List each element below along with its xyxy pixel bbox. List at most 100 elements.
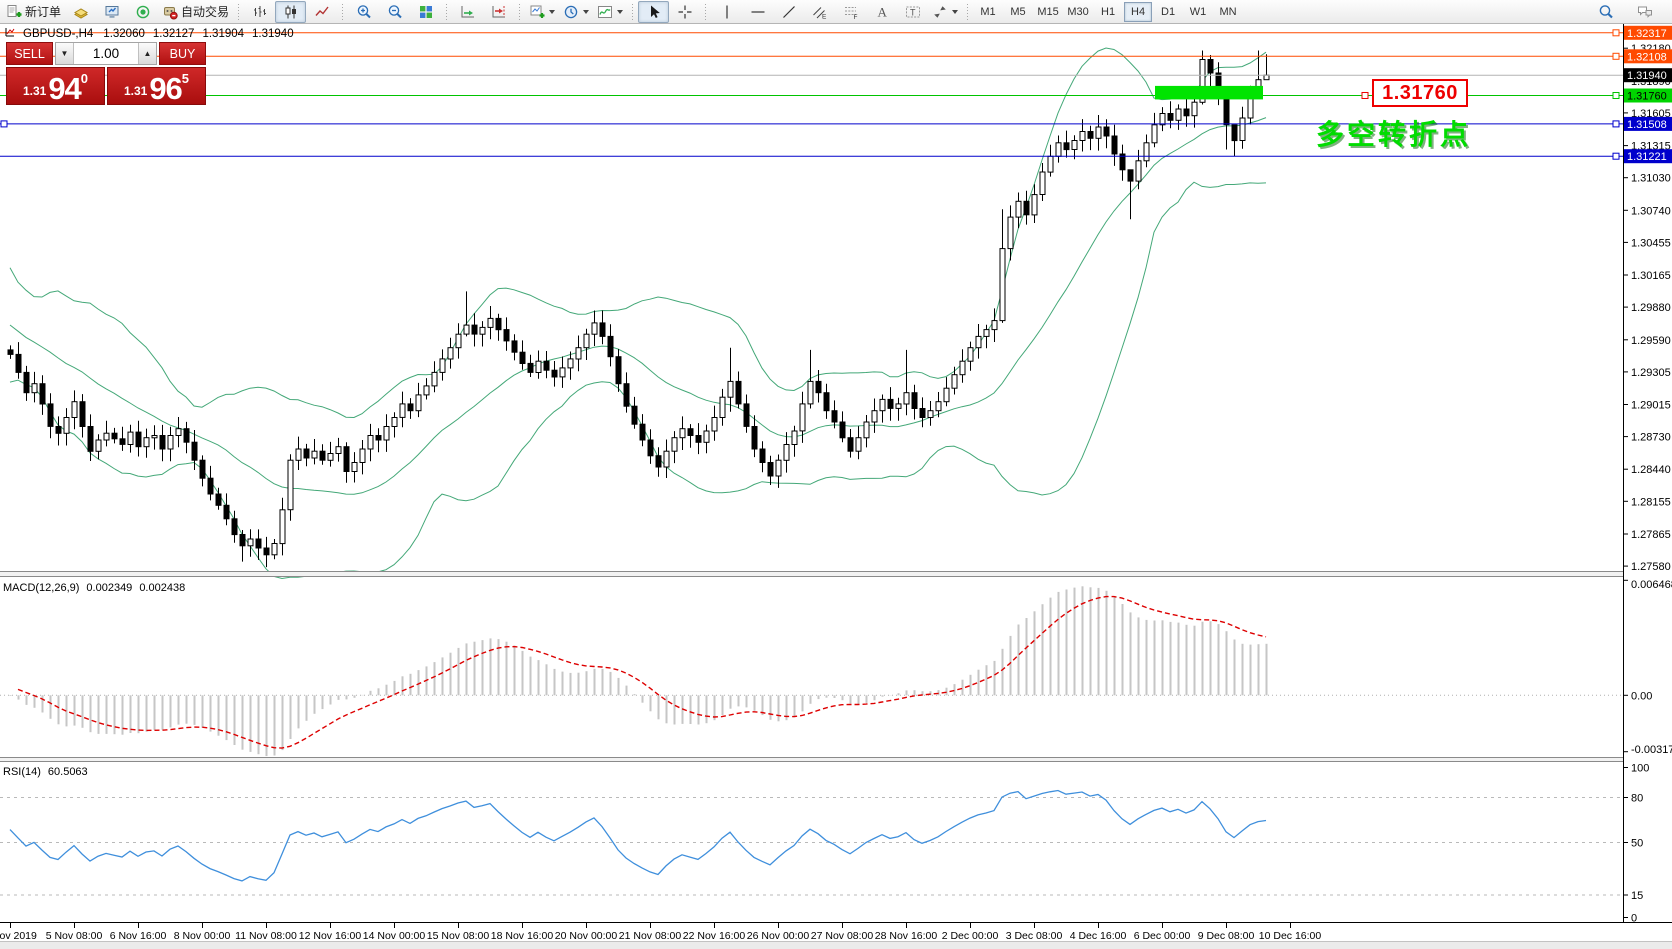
bull-candle: [279, 509, 286, 545]
hline-1.31221[interactable]: [0, 152, 1623, 160]
auto-trading-button[interactable]: 自动交易: [158, 1, 233, 23]
profiles-button[interactable]: [559, 1, 593, 23]
bear-candle: [847, 437, 854, 452]
price-level-label[interactable]: 1.31760: [1372, 79, 1468, 107]
zoom-out-button[interactable]: [379, 1, 410, 23]
candlestick-mode-button[interactable]: [275, 0, 307, 23]
sell-price-display[interactable]: 1.31 94 0: [6, 67, 105, 105]
bull-candle: [1143, 142, 1150, 162]
trend-line-button[interactable]: [773, 1, 804, 23]
new-order-button[interactable]: 新订单: [2, 1, 65, 23]
price-flag-handle[interactable]: [1361, 91, 1369, 99]
indicators-button[interactable]: [593, 1, 627, 23]
volume-increase-button[interactable]: ▲: [138, 43, 156, 64]
bear-candle: [815, 380, 822, 394]
price-badge-1.32108[interactable]: 1.32108: [1624, 49, 1672, 63]
buy-button[interactable]: BUY: [159, 42, 206, 65]
journal-button[interactable]: [65, 1, 96, 23]
ohlc-close: 1.31940: [252, 27, 294, 40]
bar-chart-mode-button[interactable]: [244, 1, 275, 23]
bull-candle: [311, 450, 318, 459]
chart-symbol-period: GBPUSD-,H4: [23, 27, 94, 40]
bull-candle: [1071, 140, 1078, 150]
bear-candle: [831, 410, 838, 423]
profiles-icon: [564, 5, 578, 18]
volume-field[interactable]: 1.00: [92, 46, 120, 61]
equidistant-channel-button[interactable]: E: [804, 1, 835, 23]
bear-candle: [239, 534, 246, 547]
hline-1.32108[interactable]: [0, 52, 1623, 60]
chat-button[interactable]: [1629, 1, 1660, 23]
bull-candle: [1135, 160, 1142, 182]
sell-button[interactable]: SELL: [6, 42, 53, 65]
vertical-line-button[interactable]: [711, 1, 742, 23]
arrows-button[interactable]: [928, 1, 962, 23]
volume-decrease-button[interactable]: ▼: [56, 43, 74, 64]
chart-shift-button[interactable]: [483, 1, 514, 23]
price-badge-1.31508[interactable]: 1.31508: [1624, 116, 1672, 131]
hline-1.31508[interactable]: [0, 120, 1623, 128]
new-chart-button[interactable]: [525, 1, 559, 23]
bear-candle: [1183, 108, 1190, 117]
time-axis[interactable]: 4 Nov 2019 5 Nov 08:00 6 Nov 16:00 8 Nov 00…: [0, 922, 1672, 949]
candlesticks: [7, 50, 1270, 568]
price-badge-1.31760[interactable]: 1.31760: [1624, 88, 1672, 103]
bear-candle: [1023, 200, 1030, 216]
tile-windows-button[interactable]: [410, 1, 441, 23]
zoom-in-button[interactable]: [348, 1, 379, 23]
turning-point-annotation[interactable]: 多空转折点: [1316, 119, 1472, 150]
svg-text:A: A: [877, 4, 887, 19]
hline-1.32317[interactable]: [0, 29, 1623, 37]
bear-candle: [647, 439, 654, 457]
price-badge-1.31221[interactable]: 1.31221: [1624, 149, 1672, 164]
timeframe-d1-button[interactable]: D1: [1161, 5, 1176, 18]
bear-candle: [1207, 59, 1214, 74]
timeframe-mn-button[interactable]: MN: [1219, 5, 1237, 18]
auto-scroll-button[interactable]: [452, 1, 483, 23]
timeframe-h1-button[interactable]: H1: [1101, 5, 1116, 18]
pane-splitter[interactable]: [0, 571, 1672, 577]
hline-1.31760[interactable]: [0, 92, 1623, 99]
timeframe-w1-button[interactable]: W1: [1189, 5, 1207, 18]
bear-candle: [375, 435, 382, 441]
bear-candle: [631, 405, 638, 425]
price-axis[interactable]: 1.321801.318901.316051.313151.310301.307…: [1623, 24, 1672, 925]
sell-price-big: 94: [48, 71, 81, 106]
toolbar-group: [452, 0, 514, 23]
text-icon: A: [877, 4, 887, 19]
timeframe-m5-button[interactable]: M5: [1010, 5, 1026, 18]
bear-candle: [599, 322, 606, 337]
bear-candle: [767, 462, 774, 477]
fibonacci-button[interactable]: F: [835, 1, 866, 23]
buy-price-display[interactable]: 1.31 96 5: [107, 67, 206, 105]
timeframe-m1-button[interactable]: M1: [980, 5, 996, 18]
line-chart-mode-button[interactable]: [306, 1, 337, 23]
svg-text:1.31030: 1.31030: [1631, 173, 1671, 185]
crosshair-button[interactable]: [669, 1, 700, 23]
svg-text:100: 100: [1631, 763, 1649, 775]
horizontal-line-button[interactable]: [742, 1, 773, 23]
timeframe-h4-button[interactable]: H4: [1124, 1, 1153, 22]
signals-button[interactable]: [127, 1, 158, 23]
bear-candle: [47, 403, 54, 427]
terminal-button[interactable]: [96, 1, 127, 23]
pane-splitter[interactable]: [0, 757, 1672, 762]
price-badge-1.31940[interactable]: 1.31940: [1624, 68, 1672, 82]
timeframe-m30-button[interactable]: M30: [1067, 5, 1089, 18]
bar-chart-icon: [253, 5, 266, 17]
timeframe-m15-button[interactable]: M15: [1037, 5, 1059, 18]
price-badge-1.32317[interactable]: 1.32317: [1624, 25, 1672, 40]
search-button[interactable]: [1590, 1, 1621, 23]
text-label-button[interactable]: T: [897, 1, 928, 23]
highlight-zone[interactable]: [1155, 85, 1263, 100]
bull-candle: [791, 430, 798, 445]
bear-candle: [919, 408, 926, 418]
bear-candle: [615, 356, 622, 385]
cursor-button[interactable]: [638, 0, 670, 23]
bear-candle: [655, 455, 662, 468]
svg-text:1.30740: 1.30740: [1631, 205, 1671, 217]
dropdown-arrow-icon: [583, 9, 590, 14]
svg-text:4 Nov 2019: 4 Nov 2019: [0, 930, 37, 942]
text-button[interactable]: A: [866, 1, 897, 23]
